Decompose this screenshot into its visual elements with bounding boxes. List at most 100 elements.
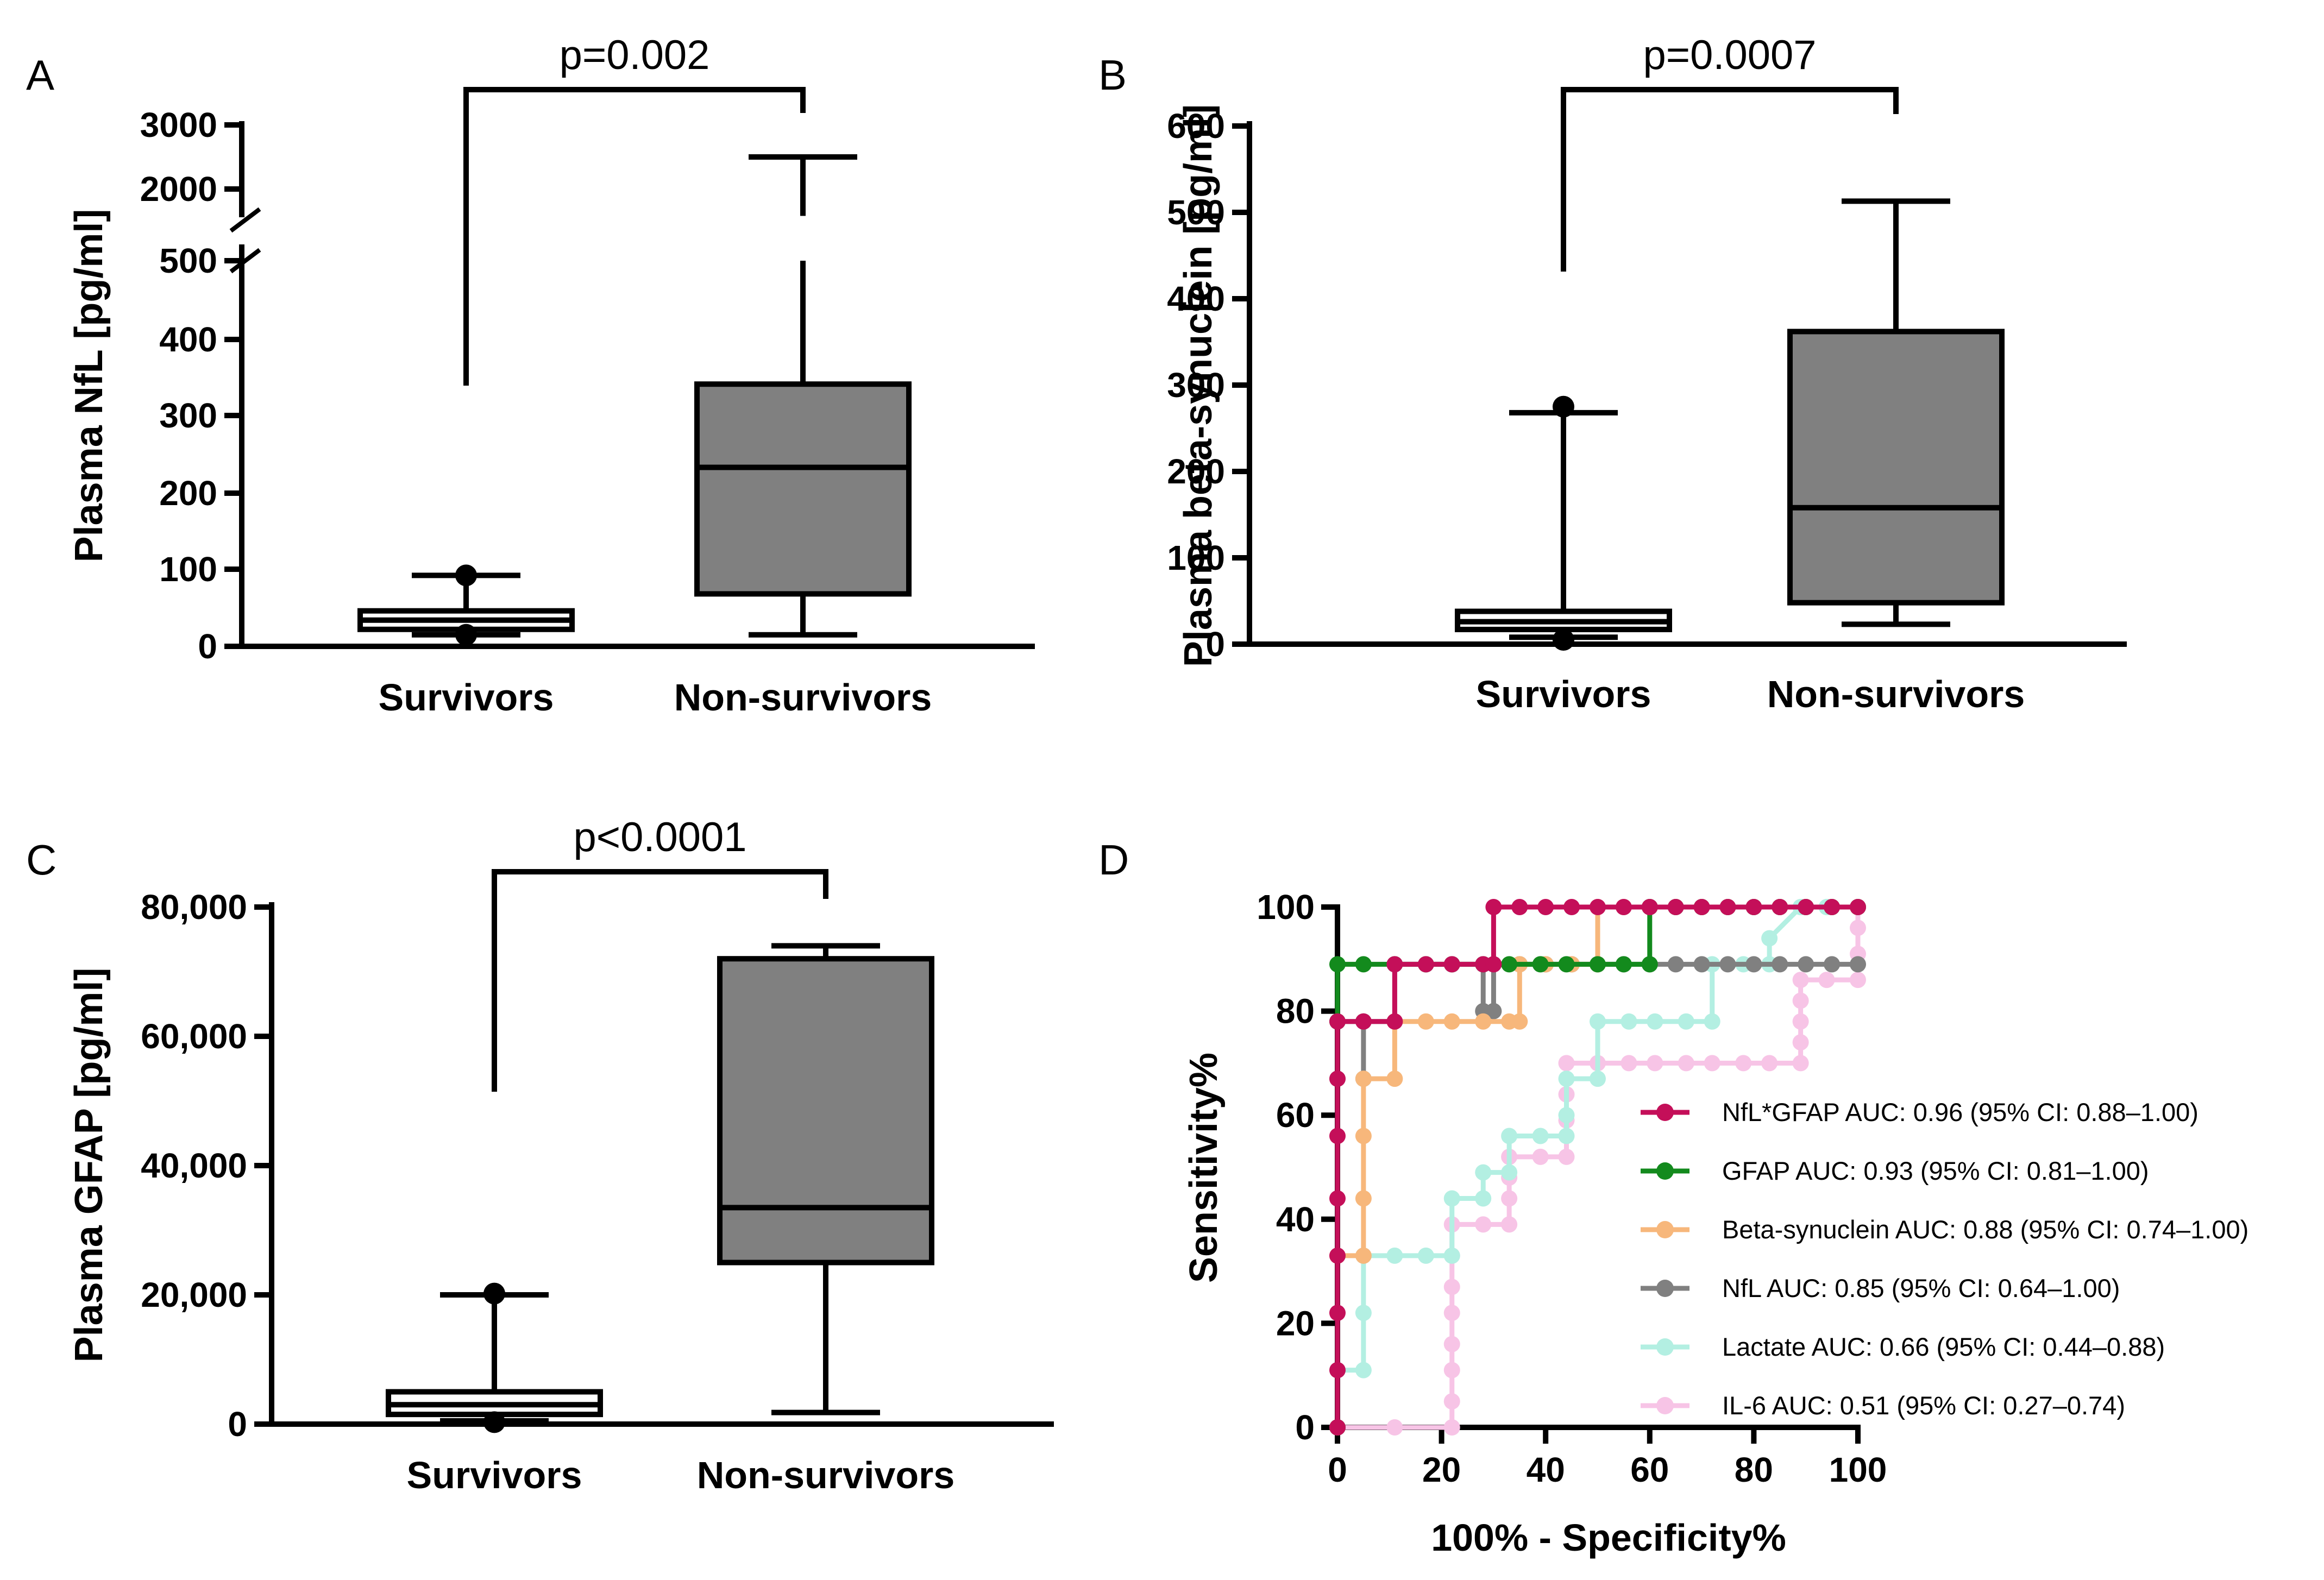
- series-point: [1761, 930, 1778, 947]
- series-point: [1443, 1393, 1460, 1410]
- y-tick-label: 3000: [140, 105, 217, 144]
- series-point: [1501, 956, 1518, 973]
- x-axis-label: 100% - Specificity%: [1431, 1516, 1786, 1559]
- series-point: [1615, 956, 1632, 973]
- series-point: [1824, 899, 1841, 915]
- series-point: [1745, 956, 1762, 973]
- legend-item: GFAP AUC: 0.93 (95% CI: 0.81–1.00): [1641, 1156, 2149, 1185]
- legend-item: Beta-synuclein AUC: 0.88 (95% CI: 0.74–1…: [1641, 1215, 2248, 1244]
- x-tick-label: 100: [1829, 1450, 1887, 1489]
- series-point: [1329, 1071, 1346, 1087]
- series-point: [1850, 899, 1866, 915]
- outlier-point: [483, 1282, 505, 1305]
- y-tick-label: 300: [159, 396, 217, 435]
- p-value-label: p<0.0001: [573, 814, 746, 860]
- series-point: [1355, 1071, 1372, 1087]
- series-point: [1501, 1190, 1518, 1207]
- series-point: [1501, 1216, 1518, 1233]
- series-point: [1443, 1336, 1460, 1352]
- outlier-point: [455, 624, 477, 646]
- y-tick-label: 0: [1295, 1408, 1315, 1447]
- y-tick-label: 400: [159, 320, 217, 359]
- legend-marker: [1656, 1104, 1674, 1121]
- y-tick-label: 40,000: [141, 1146, 247, 1185]
- series-point: [1355, 1247, 1372, 1264]
- y-tick-label: 40: [1276, 1200, 1315, 1239]
- series-point: [1329, 1305, 1346, 1321]
- y-tick-label: 0: [198, 627, 217, 666]
- series-point: [1558, 1148, 1575, 1165]
- series-point: [1386, 956, 1403, 973]
- significance-bracket: [463, 87, 806, 386]
- box-0: [386, 1282, 603, 1433]
- panel-label: A: [26, 51, 54, 99]
- series-point: [1443, 1419, 1460, 1436]
- x-category-label: Non-survivors: [674, 676, 932, 719]
- series-point: [1719, 956, 1736, 973]
- legend-item: IL-6 AUC: 0.51 (95% CI: 0.27–0.74): [1641, 1391, 2125, 1420]
- series-point: [1850, 956, 1866, 973]
- y-tick-label: 20: [1276, 1304, 1315, 1343]
- x-category-label: Survivors: [407, 1454, 582, 1496]
- box-1: [1787, 198, 2005, 627]
- legend-item: NfL AUC: 0.85 (95% CI: 0.64–1.00): [1641, 1274, 2120, 1302]
- series-point: [1590, 899, 1606, 915]
- series-point: [1443, 956, 1460, 973]
- significance-bracket: [492, 869, 828, 1092]
- x-tick-label: 80: [1735, 1450, 1773, 1489]
- legend-label: IL-6 AUC: 0.51 (95% CI: 0.27–0.74): [1722, 1391, 2125, 1420]
- series-point: [1563, 899, 1580, 915]
- box-iqr: [717, 956, 934, 1266]
- series-point: [1641, 899, 1658, 915]
- series-point: [1417, 1247, 1434, 1264]
- x-category-label: Non-survivors: [1767, 673, 2025, 715]
- series-point: [1590, 1013, 1606, 1030]
- y-tick-label: 500: [159, 241, 217, 280]
- series-point: [1792, 1055, 1809, 1072]
- y-tick-label: 300: [1167, 366, 1225, 405]
- series-point: [1443, 1305, 1460, 1321]
- series-point: [1475, 1216, 1492, 1233]
- series-point: [1745, 899, 1762, 915]
- series-point: [1772, 899, 1788, 915]
- series-point: [1329, 1190, 1346, 1207]
- series-point: [1558, 956, 1575, 973]
- series-point: [1667, 899, 1684, 915]
- box-iqr: [694, 381, 912, 597]
- series-point: [1719, 899, 1736, 915]
- series-point: [1443, 1279, 1460, 1295]
- legend-label: Beta-synuclein AUC: 0.88 (95% CI: 0.74–1…: [1722, 1215, 2248, 1244]
- series-point: [1615, 899, 1632, 915]
- series-Lactate: [1329, 899, 1866, 1436]
- y-tick-label: 100: [1167, 538, 1225, 577]
- series-point: [1329, 1247, 1346, 1264]
- series-point: [1443, 1190, 1460, 1207]
- series-point: [1558, 1107, 1575, 1124]
- series-point: [1798, 956, 1814, 973]
- outlier-point: [1553, 629, 1574, 651]
- series-point: [1798, 899, 1814, 915]
- series-point: [1485, 956, 1502, 973]
- series-point: [1329, 1128, 1346, 1144]
- series-point: [1558, 1128, 1575, 1144]
- series-point: [1590, 1071, 1606, 1087]
- series-point: [1558, 1071, 1575, 1087]
- series-point: [1620, 1055, 1637, 1072]
- outlier-point: [1553, 395, 1574, 418]
- axis-break-mark: [229, 248, 261, 274]
- box-0: [1455, 395, 1672, 651]
- series-point: [1485, 1003, 1502, 1019]
- series-point: [1329, 1362, 1346, 1378]
- x-tick-label: 40: [1527, 1450, 1565, 1489]
- legend-marker: [1656, 1397, 1674, 1414]
- series-point: [1355, 1128, 1372, 1144]
- x-tick-label: 20: [1422, 1450, 1461, 1489]
- legend-label: NfL*GFAP AUC: 0.96 (95% CI: 0.88–1.00): [1722, 1098, 2199, 1126]
- series-point: [1329, 956, 1346, 973]
- series-point: [1558, 1055, 1575, 1072]
- series-point: [1590, 956, 1606, 973]
- outlier-point: [455, 564, 477, 587]
- x-category-label: Non-survivors: [697, 1454, 955, 1496]
- series-point: [1475, 1190, 1492, 1207]
